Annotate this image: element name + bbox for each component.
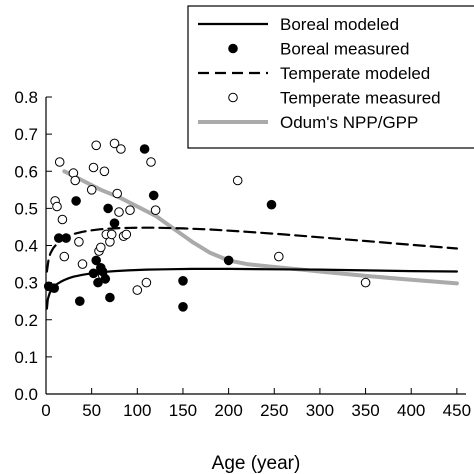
x-tick-label: 400: [397, 401, 425, 420]
temperate-measured-point: [125, 205, 135, 215]
y-tick-label: 0.8: [14, 88, 38, 107]
boreal-measured-point: [88, 268, 99, 279]
x-tick-label: 200: [214, 401, 242, 420]
y-tick-label: 0.1: [14, 348, 38, 367]
y-tick-label: 0.7: [14, 125, 38, 144]
temperate-measured-point: [106, 229, 117, 240]
y-tick-label: 0.5: [14, 199, 38, 218]
legend-swatch-marker: [228, 43, 238, 54]
axes: 0.0 0.1 0.2 0.3 0.4 0.5 0.6 0.7 0.8 0 50 100 150 200 2…: [14, 88, 471, 420]
temperate-measured-point: [88, 162, 99, 173]
x-tick-label: 350: [351, 401, 379, 420]
boreal-measured-point: [148, 190, 159, 201]
temperate-measured-point: [121, 229, 132, 240]
legend: Boreal modeled Boreal measured Temperate m…: [187, 5, 474, 149]
boreal-measured-point: [75, 296, 85, 307]
temperate-measured-point: [77, 259, 88, 269]
temperate-measured-point: [59, 251, 70, 262]
boreal-measured-point: [91, 255, 101, 266]
legend-swatch-marker: [228, 92, 238, 103]
temperate-measured-point: [86, 185, 97, 195]
y-tick-label: 0.3: [14, 274, 38, 293]
x-tick-label: 250: [260, 401, 288, 420]
series-line-boreal-modeled: [45, 267, 458, 310]
x-tick-label: 450: [443, 401, 471, 420]
temperate-measured-point: [109, 138, 120, 149]
legend-label: Temperate measured: [280, 89, 441, 108]
temperate-measured-point: [150, 205, 161, 215]
boreal-measured-point: [223, 255, 234, 266]
temperate-measured-point: [146, 157, 156, 167]
boreal-measured-point: [100, 274, 111, 284]
temperate-measured-point: [114, 207, 124, 217]
boreal-measured-point: [139, 144, 150, 154]
legend-label: Odum's NPP/GPP: [280, 113, 418, 132]
temperate-measured-point: [141, 277, 152, 288]
boreal-measured-point: [266, 199, 277, 210]
boreal-measured-point: [105, 292, 115, 303]
series-line-odum-s-npp-gpp: [62, 169, 459, 286]
temperate-measured-point: [232, 175, 243, 186]
legend-label: Boreal measured: [280, 40, 409, 59]
boreal-measured-point: [109, 218, 120, 228]
boreal-measured-point: [71, 196, 81, 206]
temperate-measured-point: [116, 144, 126, 154]
y-tick-label: 0.0: [14, 385, 38, 404]
x-tick-label: 100: [123, 401, 151, 420]
temperate-measured-point: [91, 140, 101, 151]
legend-label: Boreal modeled: [280, 15, 399, 34]
boreal-measured-point: [61, 233, 71, 243]
boreal-measured-point: [178, 276, 188, 286]
temperate-measured-point: [54, 157, 65, 167]
x-tick-label: 50: [82, 401, 101, 420]
temperate-measured-point: [99, 166, 110, 177]
temperate-measured-point: [57, 214, 68, 225]
x-tick-label: 300: [306, 401, 334, 420]
legend-box: [187, 5, 474, 149]
boreal-measured-point: [49, 283, 60, 294]
temperate-measured-point: [132, 285, 143, 295]
series-layer: [43, 138, 459, 312]
temperate-measured-point: [96, 242, 106, 253]
boreal-measured-point: [103, 203, 113, 214]
y-tick-label: 0.4: [14, 237, 38, 256]
y-tick-label: 0.6: [14, 162, 38, 181]
temperate-measured-point: [70, 175, 80, 186]
temperate-measured-point: [360, 277, 371, 288]
series-line-temperate-modeled: [45, 226, 458, 273]
temperate-measured-point: [74, 237, 84, 247]
temperate-measured-point: [52, 201, 62, 212]
legend-label: Temperate modeled: [280, 64, 430, 83]
x-axis-title: Age (year): [212, 453, 301, 474]
y-tick-label: 0.2: [14, 311, 38, 330]
boreal-measured-point: [178, 302, 188, 312]
x-tick-label: 0: [41, 401, 50, 420]
temperate-measured-point: [112, 188, 122, 199]
temperate-measured-point: [274, 251, 284, 262]
x-tick-label: 150: [169, 401, 197, 420]
